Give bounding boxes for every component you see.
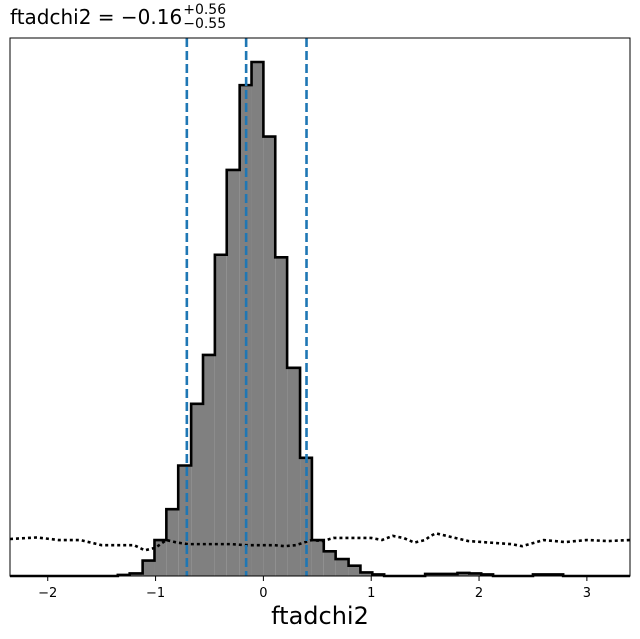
histogram-bar xyxy=(191,403,204,576)
histogram-bar xyxy=(348,565,361,576)
histogram-bar xyxy=(226,169,240,576)
histogram-bar xyxy=(251,62,264,576)
histogram-outline xyxy=(10,60,630,578)
x-axis-label: ftadchi2 xyxy=(271,602,369,630)
x-tick-label: 2 xyxy=(475,586,483,601)
title-equals: = xyxy=(91,5,120,29)
x-tick-label: −2 xyxy=(38,586,57,601)
histogram-bar xyxy=(142,560,155,576)
histogram-bar xyxy=(287,367,301,576)
histogram-bar xyxy=(214,254,227,576)
histogram-bar xyxy=(263,136,276,576)
histogram-bar xyxy=(323,551,336,576)
chart-title: ftadchi2 = −0.16 xyxy=(10,5,182,29)
plot-frame xyxy=(9,37,631,577)
histogram-bar xyxy=(360,572,373,576)
x-tick-label: 0 xyxy=(259,586,267,601)
histogram-bar xyxy=(300,457,312,576)
plot-area xyxy=(9,38,631,578)
x-tick-label: −1 xyxy=(146,586,165,601)
x-axis: −2 −1 0 1 2 3 xyxy=(38,576,591,601)
x-tick-label: 3 xyxy=(583,586,591,601)
title-upper-error: +0.56 xyxy=(183,2,226,18)
x-tick-label: 1 xyxy=(367,586,375,601)
title-median-value: −0.16 xyxy=(121,5,182,29)
histogram-bar xyxy=(203,354,215,576)
histogram-bar xyxy=(178,465,192,576)
histogram-bar xyxy=(457,572,470,576)
histogram-bar xyxy=(311,540,324,576)
title-parameter-name: ftadchi2 xyxy=(10,5,91,29)
histogram-bar xyxy=(335,559,349,576)
histogram-bar xyxy=(275,257,288,576)
histogram-bar xyxy=(154,540,167,576)
prior-curve-line xyxy=(9,531,631,552)
histogram-bar xyxy=(166,509,179,576)
title-lower-error: −0.55 xyxy=(183,16,226,32)
